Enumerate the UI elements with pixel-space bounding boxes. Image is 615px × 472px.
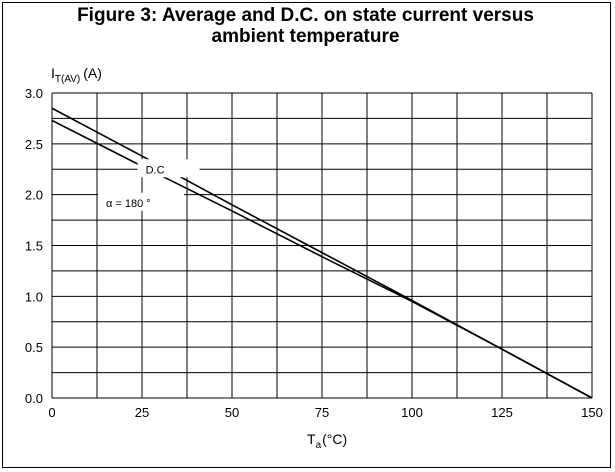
y-tick-label: 2.0 — [25, 188, 43, 203]
annotation-dc: D.C — [146, 164, 165, 176]
y-axis-label: IT(AV) (A) — [51, 65, 102, 85]
grid — [51, 92, 593, 399]
x-axis-label-unit: (°C) — [322, 431, 347, 447]
annotation-box — [98, 192, 184, 211]
chart-title-line-2: ambient temperature — [211, 26, 400, 47]
y-tick-label: 3.0 — [25, 86, 43, 101]
y-tick-label: 2.5 — [25, 137, 43, 152]
x-tick-label: 150 — [581, 405, 603, 420]
x-tick-label: 25 — [135, 405, 149, 420]
chart-title-line-1: Figure 3: Average and D.C. on state curr… — [77, 5, 534, 26]
annotation-alpha-180: α = 180 ° — [106, 198, 151, 210]
y-tick-label: 1.5 — [25, 239, 43, 254]
annotations: D.C α = 180 ° — [98, 159, 200, 211]
tick-labels: 0 25 50 75 100 125 150 0.0 0.5 1.0 1.5 2.0 2.5 3.0 — [25, 86, 603, 420]
x-axis-label: Ta(°C) — [307, 431, 347, 451]
y-axis-label-sub: T(AV) — [55, 74, 80, 85]
x-tick-label: 100 — [401, 405, 423, 420]
chart-title: Figure 3: Average and D.C. on state curr… — [0, 5, 611, 47]
x-axis-label-main: T — [307, 431, 316, 447]
y-tick-label: 0.5 — [25, 340, 43, 355]
x-tick-label: 50 — [225, 405, 239, 420]
x-tick-label: 125 — [491, 405, 513, 420]
x-tick-label: 75 — [315, 405, 329, 420]
figure-frame — [2, 2, 611, 468]
annotation-box — [137, 159, 200, 178]
y-axis-label-main: I — [51, 65, 55, 81]
y-axis-label-unit: (A) — [83, 65, 102, 81]
x-axis-label-sub: a — [316, 440, 322, 451]
y-tick-label: 1.0 — [25, 289, 43, 304]
y-tick-label: 0.0 — [25, 391, 43, 406]
x-tick-label: 0 — [48, 405, 55, 420]
